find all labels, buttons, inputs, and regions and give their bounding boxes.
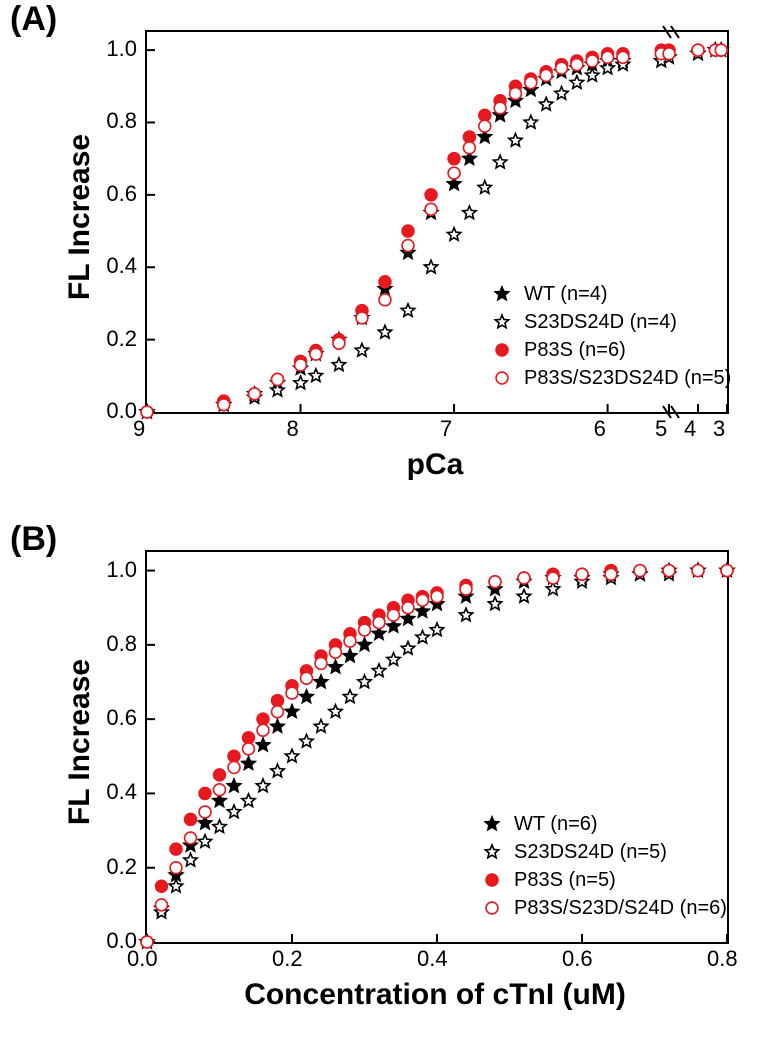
legend-item: WT (n=6) [480,810,727,838]
legend-marker-icon [480,840,504,864]
y-tick-label: 0.4 [87,779,137,805]
panel-a-xlabel: pCa [145,448,725,482]
legend-marker-icon [480,812,504,836]
x-tick-label: 0.8 [707,946,738,972]
y-tick-label: 0.2 [87,326,137,352]
legend-item: WT (n=4) [490,280,731,308]
panel-a-label: (A) [10,0,57,39]
y-tick-label: 0.4 [87,253,137,279]
panel-b-xlabel: Concentration of cTnI (uM) [145,978,725,1012]
y-tick-label: 0.8 [87,631,137,657]
legend-item: P83S/S23D/S24D (n=6) [480,894,727,922]
legend-item: S23DS24D (n=5) [480,838,727,866]
x-tick-label: 3 [713,416,725,442]
y-tick-label: 0.6 [87,181,137,207]
x-tick-label: 4 [684,416,696,442]
legend-marker-icon [490,366,514,390]
legend-label: WT (n=4) [524,283,608,306]
x-tick-label: 0.2 [272,946,303,972]
y-tick-label: 0.0 [87,928,137,954]
legend-label: WT (n=6) [514,813,598,836]
panel-a-legend: WT (n=4) S23DS24D (n=4) P83S (n=6) P83S/S23… [490,280,731,392]
panel-b-label: (B) [10,520,57,559]
legend-label: S23DS24D (n=4) [524,311,677,334]
legend-label: P83S/S23DS24D (n=5) [524,367,731,390]
legend-marker-icon [490,310,514,334]
legend-label: P83S/S23D/S24D (n=6) [514,897,727,920]
x-tick-label: 5 [655,416,667,442]
x-tick-label: 0.6 [562,946,593,972]
y-tick-label: 0.0 [87,398,137,424]
legend-item: P83S (n=6) [490,336,731,364]
legend-marker-icon [490,282,514,306]
legend-label: P83S (n=5) [514,869,616,892]
legend-label: P83S (n=6) [524,339,626,362]
x-tick-label: 7 [440,416,452,442]
y-tick-label: 0.8 [87,108,137,134]
y-tick-label: 1.0 [87,36,137,62]
legend-marker-icon [490,338,514,362]
y-tick-label: 0.2 [87,854,137,880]
legend-item: S23DS24D (n=4) [490,308,731,336]
x-tick-label: 8 [287,416,299,442]
panel-a: (A) FL Increase pCa 98765430.00.20.40.60… [0,0,768,520]
y-tick-label: 1.0 [87,557,137,583]
legend-marker-icon [480,896,504,920]
legend-item: P83S/S23DS24D (n=5) [490,364,731,392]
legend-marker-icon [480,868,504,892]
figure-container: (A) FL Increase pCa 98765430.00.20.40.60… [0,0,768,1050]
x-tick-label: 0.4 [417,946,448,972]
y-tick-label: 0.6 [87,705,137,731]
x-tick-label: 6 [594,416,606,442]
panel-b: (B) FL Increase Concentration of cTnI (u… [0,520,768,1050]
panel-b-legend: WT (n=6) S23DS24D (n=5) P83S (n=5) P83S/S23… [480,810,727,922]
legend-item: P83S (n=5) [480,866,727,894]
legend-label: S23DS24D (n=5) [514,841,667,864]
